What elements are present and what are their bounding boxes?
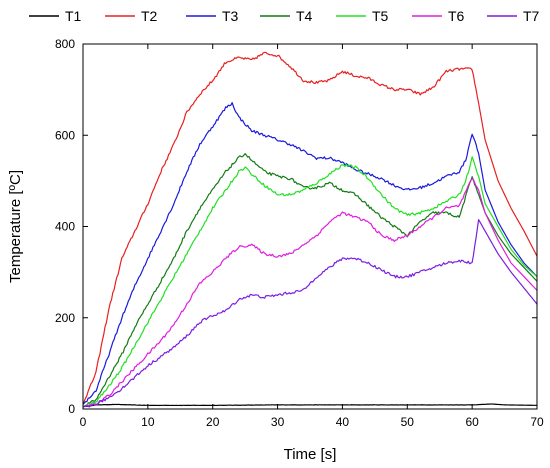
x-tick-label: 60: [465, 415, 479, 429]
y-axis-title: Temperature [ºC]: [7, 170, 24, 283]
legend-label-T6: T6: [448, 8, 465, 24]
x-tick-label: 0: [80, 415, 87, 429]
x-axis-title: Time [s]: [284, 446, 337, 463]
series-line-T2: [82, 51, 538, 405]
plot-frame: [82, 43, 538, 410]
plot-lines: [82, 51, 538, 408]
series-line-T7: [82, 219, 538, 408]
y-tick-label: 400: [55, 220, 75, 234]
x-tick-label: 40: [336, 415, 350, 429]
y-tick-label: 200: [55, 311, 75, 325]
x-tick-label: 10: [141, 415, 155, 429]
axis-ticks: 0 10 20 30 40 50 60 70 0 200 400 600 800: [55, 37, 544, 429]
series-line-T3: [82, 102, 538, 405]
series-line-T6: [82, 178, 538, 408]
series-line-T1: [82, 403, 538, 408]
series-line-T5: [82, 156, 538, 408]
x-tick-label: 30: [271, 415, 285, 429]
legend-label-T1: T1: [65, 8, 82, 24]
legend-label-T5: T5: [372, 8, 389, 24]
y-tick-label: 600: [55, 128, 75, 142]
legend-label-T4: T4: [296, 8, 313, 24]
legend-label-T2: T2: [141, 8, 158, 24]
y-tick-label: 0: [68, 402, 75, 416]
x-tick-label: 70: [530, 415, 544, 429]
x-tick-label: 20: [206, 415, 220, 429]
legend: T1 T2 T3 T4 T5 T6 T7: [29, 8, 540, 24]
series-line-T4: [82, 153, 538, 408]
legend-label-T3: T3: [222, 8, 239, 24]
legend-label-T7: T7: [523, 8, 540, 24]
y-tick-label: 800: [55, 37, 75, 51]
x-tick-label: 50: [401, 415, 415, 429]
